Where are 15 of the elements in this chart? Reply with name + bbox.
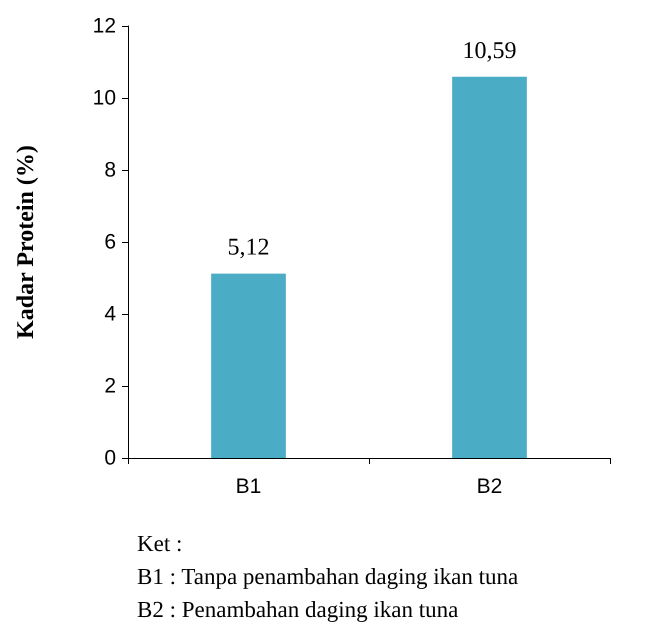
- text: B1 : Tanpa penambahan daging ikan tuna: [137, 564, 518, 589]
- y-tick-label: 0: [104, 446, 116, 470]
- text: Ket :: [137, 531, 182, 556]
- data-label: 5,12: [228, 234, 270, 261]
- y-tick-label: 12: [92, 14, 116, 38]
- data-label: 10,59: [462, 38, 516, 64]
- y-tick-label: 8: [104, 158, 116, 182]
- x-tick-label: B1: [236, 475, 262, 498]
- x-tick-label: B2: [476, 475, 502, 498]
- y-tick-label: 10: [92, 86, 116, 110]
- text: B2 : Penambahan daging ikan tuna: [137, 597, 458, 622]
- y-tick-label: 2: [104, 374, 116, 398]
- y-axis-title: Kadar Protein (%): [13, 145, 39, 339]
- y-tick-label: 4: [104, 302, 116, 326]
- y-tick-label: 6: [104, 230, 116, 254]
